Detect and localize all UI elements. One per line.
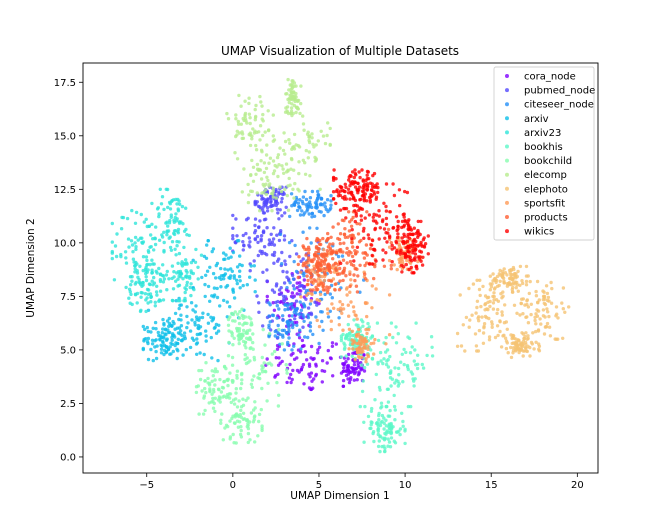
series-citeseer_node xyxy=(267,189,366,352)
y-tick-label: 15.0 xyxy=(54,131,76,142)
legend-marker-icon xyxy=(505,158,509,163)
series-bookchild xyxy=(194,307,289,445)
y-axis-label: UMAP Dimension 2 xyxy=(25,218,37,317)
series-bookhis xyxy=(339,318,435,454)
x-axis-label: UMAP Dimension 1 xyxy=(290,490,389,502)
legend-marker-icon xyxy=(505,102,509,107)
x-tick-label: −5 xyxy=(139,480,154,491)
legend-marker-icon xyxy=(505,130,509,135)
series-wikics xyxy=(331,168,430,275)
legend-item-arxiv: arxiv xyxy=(505,114,549,125)
y-tick-label: 0.0 xyxy=(60,452,76,463)
series-elecomp xyxy=(225,77,332,213)
series-products xyxy=(296,210,393,295)
legend-marker-icon xyxy=(505,116,509,121)
legend-label: arxiv xyxy=(524,114,549,125)
legend-frame xyxy=(493,66,595,241)
legend-label: bookchild xyxy=(524,156,572,167)
y-tick-label: 2.5 xyxy=(60,399,76,410)
x-axis-ticks: −5 0 5 10 15 20 xyxy=(139,473,584,491)
legend-item-sportsfit: sportsfit xyxy=(505,198,565,209)
series-arxiv23 xyxy=(110,187,204,314)
legend-item-pubmed_node: pubmed_node xyxy=(505,86,595,97)
legend-marker-icon xyxy=(505,229,509,234)
y-tick-label: 7.5 xyxy=(60,292,76,303)
legend-label: citeseer_node xyxy=(524,100,594,111)
series-pubmed_node xyxy=(231,185,321,333)
scatter-points xyxy=(110,77,571,454)
legend-item-elephoto: elephoto xyxy=(505,184,568,195)
legend-label: cora_node xyxy=(524,72,576,83)
x-tick-label: 5 xyxy=(316,480,322,491)
legend-marker-icon xyxy=(505,88,509,93)
series-arxiv xyxy=(141,239,257,363)
x-tick-label: 0 xyxy=(230,480,236,491)
x-tick-label: 10 xyxy=(399,480,412,491)
legend-marker-icon xyxy=(505,144,509,149)
legend-item-products: products xyxy=(505,213,568,224)
legend-marker-icon xyxy=(505,74,509,78)
x-tick-label: 20 xyxy=(571,480,584,491)
legend-item-bookchild: bookchild xyxy=(505,156,572,167)
legend-marker-icon xyxy=(505,186,509,191)
legend-item-wikics: wikics xyxy=(505,227,554,238)
legend-marker-icon xyxy=(505,200,509,205)
legend-label: products xyxy=(524,213,568,224)
legend-label: arxiv23 xyxy=(524,128,561,139)
legend-item-citeseer_node: citeseer_node xyxy=(505,100,594,111)
legend-label: sportsfit xyxy=(524,198,565,209)
legend-item-elecomp: elecomp xyxy=(505,170,567,181)
y-tick-label: 5.0 xyxy=(60,345,76,356)
y-axis-ticks: 0.0 2.5 5.0 7.5 10.0 12.5 15.0 17.5 xyxy=(54,78,83,463)
legend-item-bookhis: bookhis xyxy=(505,142,563,153)
legend-label: pubmed_node xyxy=(524,86,595,97)
legend-item-arxiv23: arxiv23 xyxy=(505,128,561,139)
legend-label: wikics xyxy=(524,227,554,238)
legend-marker-icon xyxy=(505,172,509,177)
series-elephoto xyxy=(455,264,571,360)
y-tick-label: 17.5 xyxy=(54,78,76,89)
legend-label: bookhis xyxy=(524,142,563,153)
legend-label: elecomp xyxy=(524,170,567,181)
legend-item-cora_node: cora_node xyxy=(505,72,576,83)
legend-marker-icon xyxy=(505,215,509,219)
y-tick-label: 10.0 xyxy=(54,238,76,249)
x-tick-label: 15 xyxy=(485,480,498,491)
legend-label: elephoto xyxy=(524,184,568,195)
chart-title: UMAP Visualization of Multiple Datasets xyxy=(221,44,459,58)
plot-area-frame xyxy=(82,62,599,474)
y-tick-label: 12.5 xyxy=(54,185,76,196)
